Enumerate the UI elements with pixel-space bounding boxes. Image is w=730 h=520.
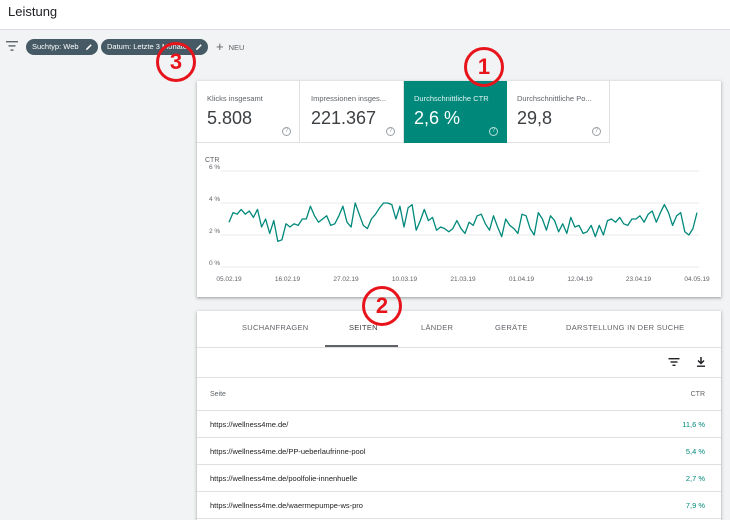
x-tick-label: 04.05.19: [684, 276, 710, 283]
page-url[interactable]: https://wellness4me.de/PP-ueberlaufrinne…: [210, 447, 366, 456]
table-row[interactable]: https://wellness4me.de/waermepumpe-ws-pr…: [197, 492, 721, 519]
x-tick-label: 27.02.19: [333, 276, 359, 283]
table-header: Seite CTR: [197, 378, 721, 411]
x-tick-label: 01.04.19: [509, 276, 535, 283]
active-tab-indicator: [325, 345, 398, 347]
annotation-callout-3: 3: [156, 42, 196, 82]
metric-average-ctr[interactable]: Durchschnittliche CTR 2,6 % ?: [404, 81, 507, 143]
help-icon[interactable]: ?: [592, 127, 601, 136]
page-title: Leistung: [8, 4, 58, 19]
plus-icon: +: [216, 39, 224, 54]
pages-table-card: SUCHANFRAGEN SEITEN LÄNDER GERÄTE DARSTE…: [197, 311, 721, 520]
table-row[interactable]: https://wellness4me.de/poolfolie-innenhu…: [197, 465, 721, 492]
metric-total-impressions[interactable]: Impressionen insges... 221.367 ?: [301, 81, 404, 143]
metric-value: 2,6 %: [414, 108, 461, 128]
x-tick-label: 16.02.19: [275, 276, 301, 283]
x-tick-label: 12.04.19: [567, 276, 593, 283]
edit-pencil-icon: [196, 44, 202, 50]
column-header-page[interactable]: Seite: [210, 391, 226, 398]
tab-queries[interactable]: SUCHANFRAGEN: [242, 323, 309, 332]
help-icon[interactable]: ?: [282, 127, 291, 136]
new-filter-label: NEU: [228, 43, 245, 52]
performance-chart-card: Klicks insgesamt 5.808 ? Impressionen in…: [197, 81, 721, 297]
annotation-callout-2: 2: [362, 286, 402, 326]
page-url[interactable]: https://wellness4me.de/waermepumpe-ws-pr…: [210, 501, 363, 510]
filter-bar: Suchtyp: Web Datum: Letzte 3 Monate + NEU: [0, 31, 730, 61]
filter-chip-label: Datum: Letzte 3 Monate: [107, 42, 188, 51]
annotation-callout-1: 1: [464, 47, 504, 87]
ctr-series-line: [228, 202, 698, 243]
x-tick-label: 10.03.19: [392, 276, 418, 283]
tab-search-appearance[interactable]: DARSTELLUNG IN DER SUCHE: [566, 323, 685, 332]
y-axis-label: CTR: [205, 157, 219, 164]
metric-label: Klicks insgesamt: [207, 94, 263, 103]
filter-chip-label: Suchtyp: Web: [32, 42, 79, 51]
table-row[interactable]: https://wellness4me.de/ 11,6 %: [197, 411, 721, 438]
metric-label: Impressionen insges...: [311, 94, 387, 103]
metric-value: 221.367: [311, 108, 377, 128]
metric-value: 29,8: [517, 108, 553, 128]
ctr-value: 5,4 %: [685, 447, 705, 456]
y-tick-label: 4 %: [209, 196, 220, 203]
y-tick-label: 2 %: [209, 228, 220, 235]
filter-chip-search-type[interactable]: Suchtyp: Web: [26, 39, 98, 55]
x-tick-label: 05.02.19: [216, 276, 242, 283]
top-bar: Leistung: [0, 0, 730, 30]
dimension-tabs: SUCHANFRAGEN SEITEN LÄNDER GERÄTE DARSTE…: [197, 311, 721, 348]
filter-rows-icon[interactable]: [668, 356, 680, 368]
ctr-value: 7,9 %: [685, 501, 705, 510]
x-tick-label: 23.04.19: [626, 276, 652, 283]
metric-total-clicks[interactable]: Klicks insgesamt 5.808 ?: [197, 81, 300, 143]
y-tick-label: 6 %: [209, 164, 220, 171]
x-tick-label: 21.03.19: [450, 276, 476, 283]
edit-pencil-icon: [86, 44, 92, 50]
download-icon[interactable]: [695, 356, 707, 368]
ctr-value: 11,6 %: [682, 420, 705, 429]
tab-devices[interactable]: GERÄTE: [495, 323, 528, 332]
metric-average-position[interactable]: Durchschnittliche Po... 29,8 ?: [507, 81, 610, 143]
metric-label: Durchschnittliche CTR: [414, 94, 489, 103]
new-filter-button[interactable]: + NEU: [216, 39, 244, 55]
page-url[interactable]: https://wellness4me.de/poolfolie-innenhu…: [210, 474, 358, 483]
y-tick-label: 0 %: [209, 260, 220, 267]
page-url[interactable]: https://wellness4me.de/: [210, 420, 289, 429]
metric-value: 5.808: [207, 108, 253, 128]
table-row[interactable]: https://wellness4me.de/PP-ueberlaufrinne…: [197, 438, 721, 465]
help-icon[interactable]: ?: [489, 127, 498, 136]
help-icon[interactable]: ?: [386, 127, 395, 136]
metric-label: Durchschnittliche Po...: [517, 94, 592, 103]
table-toolbar: [197, 348, 721, 378]
tab-countries[interactable]: LÄNDER: [421, 323, 454, 332]
ctr-value: 2,7 %: [685, 474, 705, 483]
tab-pages[interactable]: SEITEN: [349, 323, 378, 332]
column-header-ctr[interactable]: CTR: [690, 391, 705, 398]
filter-icon[interactable]: [6, 41, 18, 51]
